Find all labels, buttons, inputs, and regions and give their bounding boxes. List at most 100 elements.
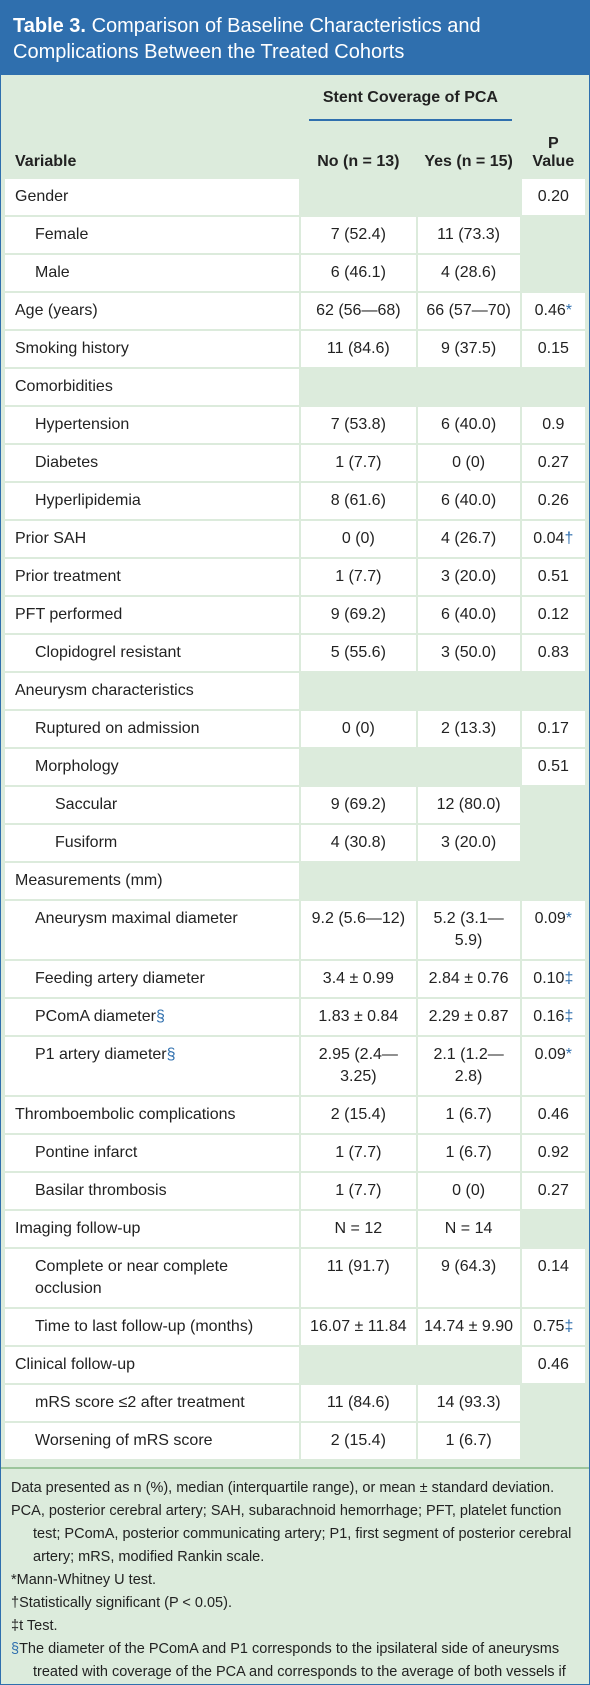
footnote-text: Data presented as n (%), median (interqu…	[11, 1480, 555, 1496]
table-row: Worsening of mRS score 2 (15.4) 1 (6.7)	[5, 1423, 585, 1459]
no-cell: 7 (52.4)	[301, 217, 416, 253]
yes-value: 12 (80.0)	[436, 796, 501, 813]
no-cell: 1 (7.7)	[301, 1173, 416, 1209]
p-cell: 0.46	[521, 1347, 585, 1383]
yes-value: 4 (26.7)	[441, 530, 497, 547]
p-cell: 0.83	[521, 635, 585, 671]
no-value: 1.83 ± 0.84	[318, 1008, 399, 1025]
yes-value: 1 (6.7)	[445, 1106, 492, 1123]
variable-cell: Aneurysm maximal diameter	[5, 901, 300, 959]
variable-text: Saccular	[55, 796, 118, 813]
table-row: mRS score ≤2 after treatment 11 (84.6) 14 …	[5, 1385, 585, 1421]
p-cell: 0.51	[521, 749, 585, 785]
yes-value: 2.29 ± 0.87	[428, 1008, 509, 1025]
yes-cell: 9 (64.3)	[417, 1249, 520, 1307]
column-group: Stent Coverage of PCA	[308, 89, 512, 121]
yes-cell: 9 (37.5)	[417, 331, 520, 367]
footnote-mark: *	[565, 910, 573, 927]
p-value: 0.46	[537, 1106, 569, 1123]
variable-cell: PComA diameter§	[5, 999, 300, 1035]
table-row: Hypertension 7 (53.8) 6 (40.0) 0.9	[5, 407, 585, 443]
no-value: 1 (7.7)	[335, 568, 382, 585]
footnote-text: The diameter of the PComA and P1 corresp…	[19, 1641, 566, 1680]
yes-cell: 1 (6.7)	[417, 1135, 520, 1171]
variable-cell: Prior treatment	[5, 559, 300, 595]
footnote-mark: †	[11, 1595, 20, 1611]
p-cell: 0.75‡	[521, 1309, 585, 1345]
no-value: N = 12	[334, 1220, 383, 1237]
no-cell	[301, 179, 415, 215]
variable-text: Female	[35, 226, 89, 243]
yes-cell: 6 (40.0)	[417, 597, 520, 633]
yes-cell: 2.1 (1.2—2.8)	[417, 1037, 520, 1095]
p-cell	[522, 369, 585, 405]
table-row: Hyperlipidemia 8 (61.6) 6 (40.0) 0.26	[5, 483, 585, 519]
p-cell: 0.17	[521, 711, 585, 747]
variable-text: Hyperlipidemia	[35, 492, 141, 509]
variable-text: Fusiform	[55, 834, 118, 851]
variable-cell: Prior SAH	[5, 521, 300, 557]
variable-text: P1 artery diameter	[35, 1046, 167, 1063]
table-row: Diabetes 1 (7.7) 0 (0) 0.27	[5, 445, 585, 481]
yes-cell: 6 (40.0)	[417, 407, 520, 443]
variable-text: mRS score ≤2 after treatment	[35, 1394, 245, 1411]
no-cell: 2 (15.4)	[301, 1423, 416, 1459]
yes-cell: 0 (0)	[417, 1173, 520, 1209]
variable-text: Male	[35, 264, 70, 281]
table-row: Prior treatment 1 (7.7) 3 (20.0) 0.51	[5, 559, 585, 595]
no-value: 8 (61.6)	[330, 492, 386, 509]
footnote: *Mann-Whitney U test.	[11, 1569, 579, 1592]
variable-cell: Worsening of mRS score	[5, 1423, 300, 1459]
footnote-text: PCA, posterior cerebral artery; SAH, sub…	[11, 1503, 572, 1565]
yes-cell: 0 (0)	[417, 445, 520, 481]
yes-cell	[418, 673, 520, 709]
no-cell: 2.95 (2.4—3.25)	[301, 1037, 416, 1095]
yes-value: 6 (40.0)	[441, 492, 497, 509]
table-row: Fusiform 4 (30.8) 3 (20.0)	[5, 825, 585, 861]
variable-cell: Clopidogrel resistant	[5, 635, 300, 671]
table-row: Clopidogrel resistant 5 (55.6) 3 (50.0) 0.8…	[5, 635, 585, 671]
table-row: P1 artery diameter§ 2.95 (2.4—3.25) 2.1 (1…	[5, 1037, 585, 1095]
variable-text: Hypertension	[35, 416, 130, 433]
p-cell: 0.27	[521, 1173, 585, 1209]
variable-cell: Morphology	[5, 749, 300, 785]
no-cell	[301, 673, 415, 709]
p-value: 0.46	[537, 1356, 569, 1373]
no-cell: 2 (15.4)	[301, 1097, 416, 1133]
variable-cell: Time to last follow-up (months)	[5, 1309, 300, 1345]
no-cell	[301, 1347, 415, 1383]
variable-cell: Male	[5, 255, 300, 291]
p-value: 0.09	[534, 910, 566, 927]
yes-value: N = 14	[444, 1220, 493, 1237]
no-cell: 9.2 (5.6—12)	[301, 901, 416, 959]
yes-cell	[418, 863, 520, 899]
yes-value: 66 (57—70)	[426, 302, 511, 319]
table-title: Table 3. Comparison of Baseline Characte…	[1, 1, 589, 75]
variable-cell: P1 artery diameter§	[5, 1037, 300, 1095]
variable-text: Measurements (mm)	[15, 872, 163, 889]
p-value: 0.75	[533, 1318, 565, 1335]
variable-text: Pontine infarct	[35, 1144, 138, 1161]
variable-text: Gender	[15, 188, 69, 205]
footnote-mark: ‡	[11, 1618, 20, 1634]
variable-cell: Feeding artery diameter	[5, 961, 300, 997]
footnote-mark: §	[155, 1008, 165, 1025]
yes-value: 0 (0)	[452, 1182, 486, 1199]
table-row: Complete or near complete occlusion 11 (9…	[5, 1249, 585, 1307]
variable-text: Time to last follow-up (months)	[35, 1318, 254, 1335]
yes-cell: 2.84 ± 0.76	[417, 961, 520, 997]
no-value: 1 (7.7)	[335, 1144, 382, 1161]
variable-text: Diabetes	[35, 454, 99, 471]
header-variable: Variable	[15, 153, 77, 170]
yes-cell: 1 (6.7)	[417, 1097, 520, 1133]
no-cell: 11 (91.7)	[301, 1249, 416, 1307]
yes-cell: 4 (26.7)	[417, 521, 520, 557]
variable-cell: Smoking history	[5, 331, 300, 367]
no-cell	[301, 369, 415, 405]
p-value: 0.14	[537, 1258, 569, 1275]
yes-value: 11 (73.3)	[437, 226, 501, 243]
p-cell	[522, 673, 585, 709]
no-cell: 6 (46.1)	[301, 255, 416, 291]
p-cell: 0.12	[521, 597, 585, 633]
